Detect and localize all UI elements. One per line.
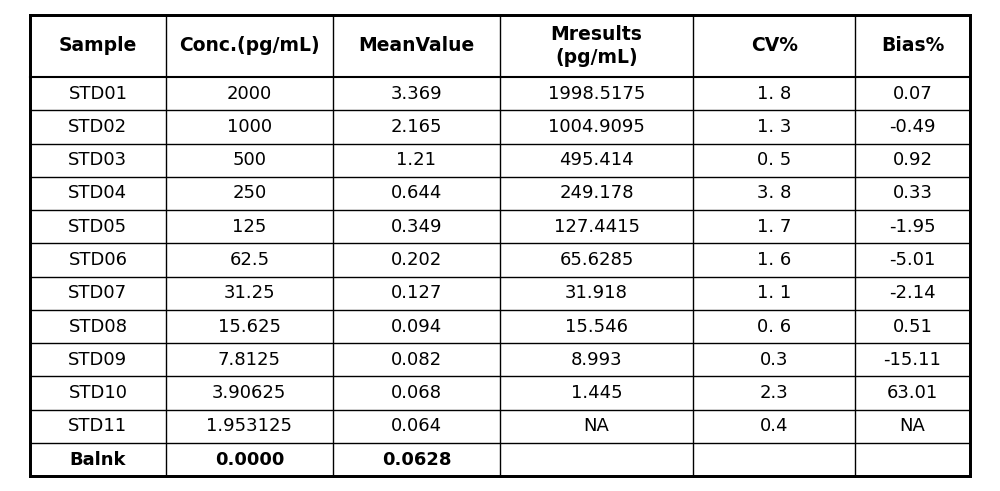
Text: 0.064: 0.064 <box>391 417 442 436</box>
Text: 0.4: 0.4 <box>760 417 788 436</box>
Text: 1.21: 1.21 <box>396 151 436 169</box>
Text: 0.127: 0.127 <box>391 284 442 302</box>
Text: 2.3: 2.3 <box>760 384 789 402</box>
Text: 1998.5175: 1998.5175 <box>548 84 645 103</box>
Text: STD06: STD06 <box>68 251 127 269</box>
Text: MeanValue: MeanValue <box>358 36 475 55</box>
Text: 15.546: 15.546 <box>565 318 628 335</box>
Text: 62.5: 62.5 <box>229 251 269 269</box>
Text: 0.094: 0.094 <box>391 318 442 335</box>
Text: 0.0628: 0.0628 <box>382 451 451 468</box>
Text: 0.644: 0.644 <box>391 185 442 202</box>
Text: -15.11: -15.11 <box>884 351 941 369</box>
Text: Mresults
(pg/mL): Mresults (pg/mL) <box>551 25 643 67</box>
Text: 1. 8: 1. 8 <box>757 84 791 103</box>
Text: Bias%: Bias% <box>881 36 944 55</box>
Text: 1. 7: 1. 7 <box>757 218 791 236</box>
Text: 1000: 1000 <box>227 118 272 136</box>
Text: CV%: CV% <box>751 36 798 55</box>
Text: 127.4415: 127.4415 <box>554 218 640 236</box>
Text: 0.51: 0.51 <box>893 318 932 335</box>
Text: 3.90625: 3.90625 <box>212 384 287 402</box>
Text: 63.01: 63.01 <box>887 384 938 402</box>
Text: 0.33: 0.33 <box>893 185 933 202</box>
Text: 15.625: 15.625 <box>218 318 281 335</box>
Text: 0.0000: 0.0000 <box>215 451 284 468</box>
Text: Sample: Sample <box>59 36 137 55</box>
Text: 2.165: 2.165 <box>391 118 442 136</box>
Text: -0.49: -0.49 <box>889 118 936 136</box>
Text: -5.01: -5.01 <box>889 251 936 269</box>
Text: 1.953125: 1.953125 <box>206 417 292 436</box>
Text: STD10: STD10 <box>68 384 127 402</box>
Text: 2000: 2000 <box>227 84 272 103</box>
Text: 1004.9095: 1004.9095 <box>548 118 645 136</box>
Text: STD07: STD07 <box>68 284 127 302</box>
Text: NA: NA <box>584 417 610 436</box>
Text: STD03: STD03 <box>68 151 127 169</box>
Text: 0. 6: 0. 6 <box>757 318 791 335</box>
Text: 3. 8: 3. 8 <box>757 185 791 202</box>
Text: STD08: STD08 <box>68 318 127 335</box>
Text: Balnk: Balnk <box>70 451 126 468</box>
Text: 0.07: 0.07 <box>893 84 932 103</box>
Text: 3.369: 3.369 <box>391 84 442 103</box>
Text: 1. 6: 1. 6 <box>757 251 791 269</box>
Text: 1. 3: 1. 3 <box>757 118 791 136</box>
Text: 0.082: 0.082 <box>391 351 442 369</box>
Text: 65.6285: 65.6285 <box>559 251 634 269</box>
Text: STD11: STD11 <box>68 417 127 436</box>
Text: 8.993: 8.993 <box>571 351 622 369</box>
Text: 1. 1: 1. 1 <box>757 284 791 302</box>
Text: 31.918: 31.918 <box>565 284 628 302</box>
Text: 500: 500 <box>232 151 266 169</box>
Text: 0. 5: 0. 5 <box>757 151 791 169</box>
Text: -1.95: -1.95 <box>889 218 936 236</box>
Text: STD04: STD04 <box>68 185 127 202</box>
Text: 7.8125: 7.8125 <box>218 351 281 369</box>
Text: 0.349: 0.349 <box>391 218 442 236</box>
Text: STD01: STD01 <box>68 84 127 103</box>
Text: 249.178: 249.178 <box>559 185 634 202</box>
Text: STD05: STD05 <box>68 218 127 236</box>
Text: 0.202: 0.202 <box>391 251 442 269</box>
Text: 31.25: 31.25 <box>224 284 275 302</box>
Text: 0.068: 0.068 <box>391 384 442 402</box>
Text: 0.92: 0.92 <box>893 151 933 169</box>
Text: 495.414: 495.414 <box>559 151 634 169</box>
Text: 250: 250 <box>232 185 266 202</box>
Text: 0.3: 0.3 <box>760 351 788 369</box>
Text: -2.14: -2.14 <box>889 284 936 302</box>
Text: STD02: STD02 <box>68 118 127 136</box>
Text: 1.445: 1.445 <box>571 384 622 402</box>
Text: 125: 125 <box>232 218 267 236</box>
Text: STD09: STD09 <box>68 351 127 369</box>
Text: NA: NA <box>900 417 925 436</box>
Text: Conc.(pg/mL): Conc.(pg/mL) <box>179 36 320 55</box>
